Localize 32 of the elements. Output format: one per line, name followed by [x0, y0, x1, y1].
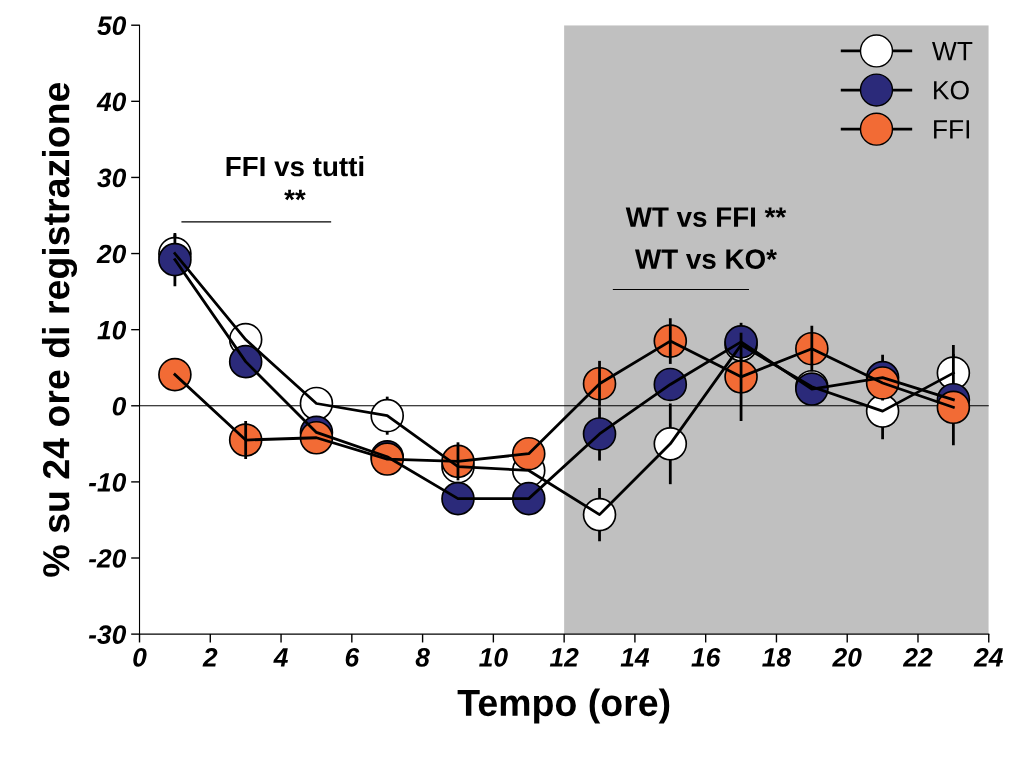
annotation: WT vs KO* [634, 249, 777, 269]
y-tick-label: 0 [112, 396, 127, 416]
x-tick-label: 6 [345, 648, 360, 667]
legend-label: WT [932, 42, 973, 61]
x-tick-label: 14 [620, 648, 650, 667]
x-tick-label: 4 [273, 648, 288, 667]
x-tick-label: 10 [479, 648, 508, 667]
y-axis-title: % su 24 ore di registrazione [41, 82, 78, 577]
annotation: FFI vs tutti [226, 155, 364, 177]
y-tick-label: 50 [97, 16, 127, 36]
y-tick-label: 10 [97, 320, 127, 340]
x-tick-label: 2 [202, 648, 218, 667]
annotation: WT vs FFI ** [625, 207, 787, 227]
x-tick-label: 16 [691, 648, 721, 667]
y-tick-label: -30 [88, 625, 127, 644]
x-tick-label: 8 [415, 648, 430, 667]
legend-label: KO [934, 80, 969, 100]
x-axis-title: Tempo (ore) [457, 688, 670, 724]
x-tick-label: 0 [133, 648, 147, 667]
annotation: ** [284, 189, 306, 201]
x-tick-label: 22 [902, 648, 933, 667]
x-tick-label: 12 [549, 648, 579, 667]
y-tick-label: 40 [96, 92, 127, 112]
x-tick-label: 24 [973, 648, 1003, 667]
x-tick-label: 20 [832, 648, 862, 667]
y-tick-label: 30 [97, 168, 127, 188]
y-tick-label: -20 [88, 549, 127, 568]
x-tick-label: 18 [762, 648, 792, 667]
y-tick-label: -10 [88, 473, 127, 492]
legend-label: FFI [934, 120, 970, 139]
y-tick-label: 20 [96, 244, 127, 264]
point [158, 357, 192, 392]
